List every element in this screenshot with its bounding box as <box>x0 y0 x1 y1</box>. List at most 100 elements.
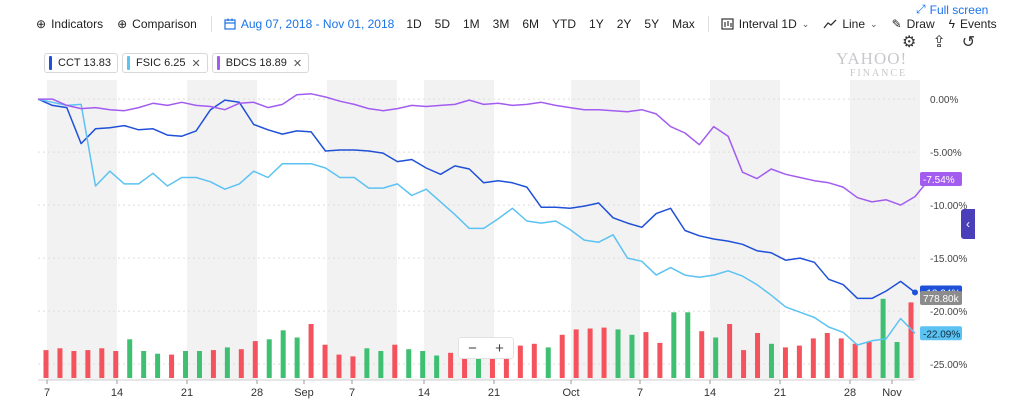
period-button-max[interactable]: Max <box>672 17 695 31</box>
indicators-button[interactable]: ⊕ Indicators <box>36 17 103 31</box>
period-button-ytd[interactable]: YTD <box>552 17 577 31</box>
x-tick-label: 7 <box>637 387 643 399</box>
volume-bar <box>503 342 509 378</box>
zoom-control: − + <box>458 337 514 359</box>
legend-color-swatch <box>49 56 52 70</box>
volume-bar <box>866 342 872 378</box>
y-tick-label: 0.00% <box>930 95 958 106</box>
period-button-5d[interactable]: 5D <box>434 17 450 31</box>
volume-bar <box>71 351 77 378</box>
volume-bar <box>434 355 440 378</box>
volume-bar <box>322 344 328 378</box>
volume-bar <box>448 352 454 378</box>
volume-bar <box>768 343 774 378</box>
zoom-in-button[interactable]: + <box>495 339 504 357</box>
volume-bar <box>796 345 802 378</box>
period-button-1d[interactable]: 1D <box>406 17 422 31</box>
volume-bar <box>350 356 356 378</box>
y-tick-label: -15.00% <box>930 254 967 265</box>
volume-bar <box>141 351 147 378</box>
volume-bar <box>699 331 705 378</box>
chart-toolbar: ⊕ Indicators ⊕ Comparison Aug 07, 2018 -… <box>36 14 1011 34</box>
legend-color-swatch <box>127 56 130 70</box>
comparison-label: Comparison <box>132 17 197 31</box>
shaded-week-band <box>424 80 494 380</box>
volume-bar <box>252 341 258 378</box>
collapse-panel-handle[interactable]: ‹ <box>961 209 975 239</box>
chart-type-dropdown[interactable]: Line ⌄ <box>823 17 878 31</box>
volume-badge-text: 778.80k <box>923 294 960 305</box>
volume-badge <box>920 291 962 305</box>
close-icon[interactable]: ✕ <box>292 57 303 70</box>
period-button-1m[interactable]: 1M <box>463 17 480 31</box>
plus-circle-icon: ⊕ <box>117 17 128 31</box>
period-button-3m[interactable]: 3M <box>492 17 510 31</box>
volume-bar <box>587 328 593 378</box>
volume-bar <box>894 342 900 378</box>
indicators-label: Indicators <box>51 17 104 31</box>
volume-bar <box>196 351 202 378</box>
period-button-2y[interactable]: 2Y <box>616 17 632 31</box>
zoom-out-button[interactable]: − <box>468 339 477 357</box>
legend-label: BDCS 18.89 <box>225 57 287 69</box>
y-tick-label: -20.00% <box>930 307 967 318</box>
yahoo-finance-watermark: YAHOO! FINANCE <box>836 50 907 79</box>
x-tick-label: 21 <box>181 387 193 399</box>
volume-bar <box>824 333 830 378</box>
x-tick-label: 21 <box>488 387 500 399</box>
legend-chip-cct[interactable]: CCT 13.83 <box>44 53 118 73</box>
plus-circle-icon: ⊕ <box>36 17 47 31</box>
legend-chip-fsic[interactable]: FSIC 6.25 ✕ <box>122 53 208 73</box>
interval-dropdown[interactable]: Interval 1D ⌄ <box>721 17 809 31</box>
volume-bar <box>671 312 677 378</box>
chevron-left-icon: ‹ <box>966 217 970 231</box>
close-icon[interactable]: ✕ <box>191 57 201 70</box>
comparison-button[interactable]: ⊕ Comparison <box>117 17 197 31</box>
volume-bar <box>573 329 579 378</box>
period-button-1y[interactable]: 1Y <box>589 17 604 31</box>
series-lines <box>37 93 930 346</box>
draw-button[interactable]: ✎ Draw <box>892 17 935 31</box>
volume-bar <box>476 353 481 378</box>
volume-bar <box>727 324 733 378</box>
volume-bar <box>127 339 133 378</box>
volume-bar <box>308 324 314 378</box>
x-tick-label: 14 <box>111 387 123 399</box>
volume-bar <box>908 302 914 378</box>
last-value-label-bdcs: -7.54% <box>920 172 962 187</box>
legend-chip-bdcs[interactable]: BDCS 18.89 ✕ <box>211 53 310 73</box>
series-legend: CCT 13.83 FSIC 6.25 ✕ BDCS 18.89 ✕ <box>44 53 310 73</box>
volume-bar <box>406 349 412 378</box>
last-value-labels: -18.24%-22.09%-7.54%778.80k <box>920 172 962 341</box>
x-tick-label: 7 <box>44 387 50 399</box>
shaded-week-band <box>327 80 397 380</box>
last-value-badge <box>920 326 962 341</box>
volume-bar <box>545 347 551 378</box>
share-icon[interactable]: ⇪ <box>932 34 946 51</box>
period-button-5y[interactable]: 5Y <box>644 17 660 31</box>
chart-type-label: Line <box>842 17 866 31</box>
volume-bar <box>183 351 189 378</box>
reset-icon[interactable]: ↺ <box>961 34 976 51</box>
series-end-marker <box>912 289 918 296</box>
volume-value-label: 778.80k <box>920 291 962 305</box>
volume-bar <box>155 353 161 378</box>
x-axis: 7 14 21 28 Sep 7 14 21 Oct 7 14 21 28 Nov <box>44 380 902 399</box>
shaded-week-band <box>187 80 257 380</box>
volume-bar <box>517 345 523 378</box>
toolbar-divider <box>707 16 709 32</box>
watermark-line-1: YAHOO! <box>836 49 908 68</box>
full-screen-button[interactable]: ⤢ Full screen <box>916 2 988 17</box>
legend-color-swatch <box>216 56 220 70</box>
events-button[interactable]: ϟ Events <box>949 17 997 31</box>
period-button-6m[interactable]: 6M <box>522 17 540 31</box>
volume-bar <box>559 334 565 378</box>
date-range-button[interactable]: Aug 07, 2018 - Nov 01, 2018 <box>224 17 394 31</box>
x-tick-label: Sep <box>294 387 314 399</box>
y-tick-label: -10.00% <box>930 201 967 212</box>
x-tick-label: 14 <box>704 387 716 399</box>
settings-gear-icon[interactable]: ⚙ <box>902 34 917 51</box>
volume-bar <box>755 333 761 378</box>
volume-bar <box>810 338 816 378</box>
